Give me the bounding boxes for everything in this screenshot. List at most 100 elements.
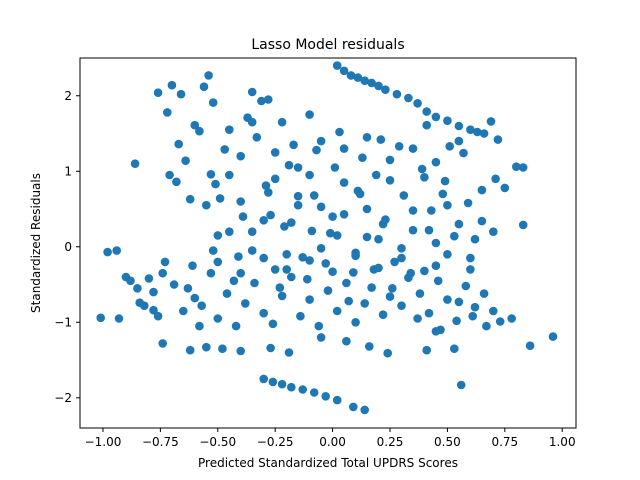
scatter-point	[383, 348, 393, 358]
scatter-point	[289, 140, 298, 150]
scatter-point	[394, 142, 404, 151]
scatter-point	[172, 177, 181, 187]
scatter-point	[427, 206, 436, 215]
scatter-point	[158, 268, 167, 278]
scatter-point	[211, 179, 220, 189]
scatter-point	[422, 120, 432, 130]
scatter-point	[335, 127, 344, 137]
scatter-point	[507, 314, 516, 323]
scatter-point	[222, 289, 232, 298]
scatter-point	[303, 274, 312, 284]
scatter-point	[422, 107, 432, 116]
plot-frame	[79, 57, 577, 429]
scatter-point	[362, 133, 372, 142]
scatter-point	[277, 379, 287, 389]
scatter-point	[349, 268, 358, 277]
scatter-point	[213, 314, 223, 323]
scatter-point	[353, 73, 363, 82]
scatter-point	[374, 263, 383, 273]
scatter-point	[358, 153, 367, 162]
scatter-point	[270, 148, 280, 157]
scatter-point	[220, 145, 229, 154]
scatter-point	[149, 305, 158, 315]
scatter-point	[489, 306, 498, 316]
y-tick-label: −1	[54, 315, 72, 329]
scatter-point	[376, 135, 386, 144]
scatter-point	[445, 142, 455, 151]
scatter-point	[390, 257, 399, 267]
scatter-points	[96, 61, 558, 415]
y-tick-label: 0	[64, 240, 72, 254]
scatter-point	[259, 308, 269, 318]
scatter-point	[413, 314, 422, 323]
scatter-point	[298, 385, 308, 394]
scatter-point	[259, 374, 269, 384]
scatter-point	[424, 308, 434, 318]
scatter-point	[309, 191, 319, 200]
scatter-point	[277, 291, 287, 301]
scatter-point	[264, 188, 273, 197]
scatter-point	[160, 257, 170, 267]
scatter-point	[408, 225, 418, 235]
scatter-point	[450, 344, 459, 354]
scatter-point	[443, 250, 452, 259]
scatter-point	[431, 238, 441, 248]
x-tick-label: 0.00	[319, 435, 346, 449]
scatter-point	[149, 287, 158, 297]
scatter-point	[284, 160, 294, 170]
scatter-point	[397, 244, 406, 253]
scatter-point	[360, 76, 370, 85]
scatter-point	[225, 125, 234, 134]
scatter-point	[293, 163, 303, 172]
scatter-point	[296, 311, 305, 321]
scatter-point	[360, 299, 370, 308]
scatter-point	[183, 284, 193, 293]
scatter-point	[208, 246, 218, 255]
scatter-point	[225, 227, 234, 236]
scatter-point	[495, 317, 505, 326]
scatter-point	[195, 321, 204, 331]
y-tick-label: 2	[64, 89, 72, 103]
scatter-point	[466, 253, 475, 263]
scatter-point	[452, 316, 461, 326]
scatter-point	[479, 129, 489, 138]
scatter-point	[197, 301, 206, 311]
scatter-point	[371, 170, 381, 180]
x-tick-label: −0.25	[257, 435, 294, 449]
scatter-point	[450, 231, 459, 241]
scatter-point	[266, 343, 275, 353]
scatter-point	[454, 219, 464, 229]
scatter-point	[433, 276, 443, 286]
scatter-point	[259, 253, 269, 263]
scatter-point	[459, 148, 468, 158]
scatter-point	[424, 225, 434, 235]
scatter-point	[342, 336, 351, 346]
scatter-point	[241, 299, 250, 308]
scatter-point	[231, 321, 241, 331]
scatter-point	[413, 99, 422, 108]
scatter-point	[282, 265, 292, 274]
scatter-point	[385, 176, 395, 185]
scatter-point	[518, 163, 528, 172]
scatter-point	[408, 206, 418, 215]
scatter-point	[404, 93, 413, 103]
scatter-point	[188, 261, 197, 271]
scatter-point	[236, 268, 245, 278]
scatter-point	[236, 197, 245, 206]
scatter-point	[518, 220, 528, 230]
scatter-point	[326, 228, 335, 238]
scatter-point	[486, 117, 496, 126]
scatter-point	[270, 174, 280, 184]
scatter-point	[512, 162, 521, 171]
scatter-point	[112, 246, 121, 255]
scatter-point	[388, 284, 397, 293]
scatter-point	[218, 344, 227, 354]
scatter-point	[408, 144, 418, 153]
scatter-point	[477, 185, 487, 195]
scatter-point	[360, 405, 370, 415]
scatter-point	[332, 395, 342, 405]
scatter-point	[179, 306, 188, 316]
scatter-point	[309, 388, 319, 397]
